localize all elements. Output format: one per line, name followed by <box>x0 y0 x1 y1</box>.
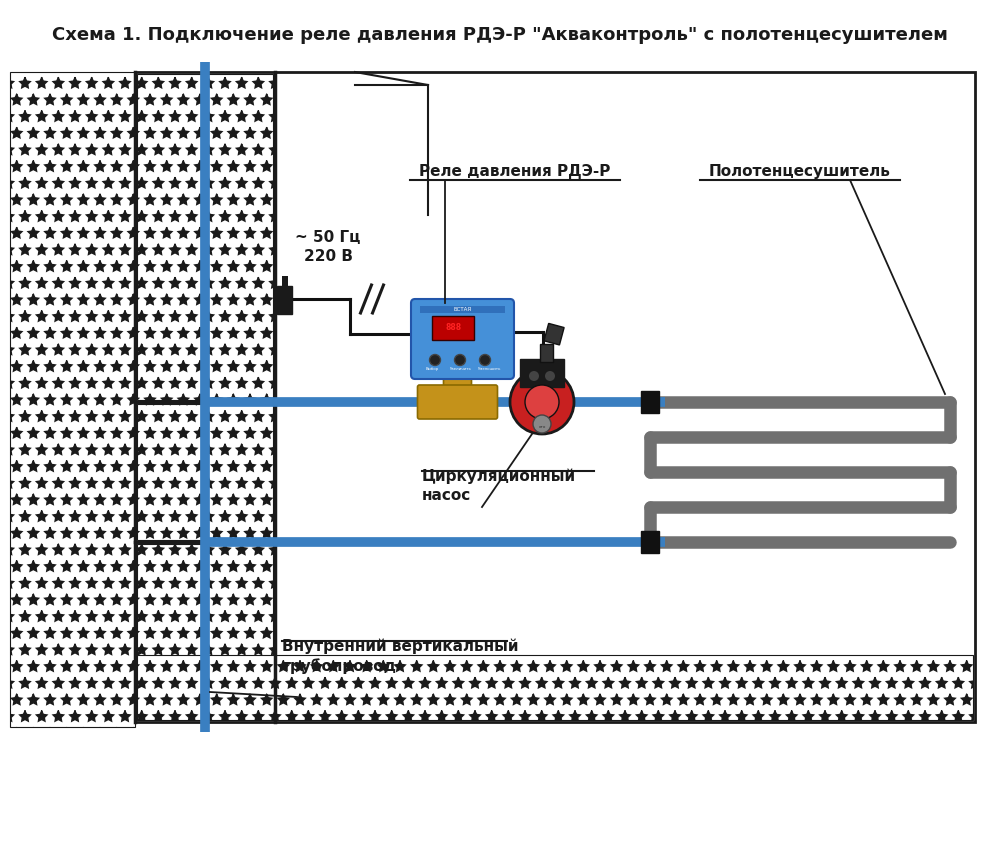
Bar <box>544 323 564 345</box>
Bar <box>432 316 474 340</box>
Bar <box>135 72 975 722</box>
Bar <box>137 544 273 720</box>
Text: ~ 50 Гц
220 В: ~ 50 Гц 220 В <box>295 230 361 265</box>
Bar <box>520 359 564 387</box>
Circle shape <box>480 355 491 365</box>
Circle shape <box>525 385 559 419</box>
Bar <box>137 74 273 400</box>
Text: БСТАЯ: БСТАЯ <box>453 307 472 312</box>
Bar <box>277 286 292 314</box>
Bar <box>10 72 135 727</box>
Circle shape <box>430 355 441 365</box>
Text: Выбор: Выбор <box>426 367 439 371</box>
Bar <box>282 276 288 286</box>
Bar <box>137 404 273 540</box>
Text: Уменьшить: Уменьшить <box>478 367 502 371</box>
Bar <box>540 344 553 362</box>
Circle shape <box>455 355 466 365</box>
Circle shape <box>529 371 539 381</box>
Text: Схема 1. Подключение реле давления РДЭ-Р "Акваконтроль" с полотенцесушителем: Схема 1. Подключение реле давления РДЭ-Р… <box>52 26 948 44</box>
Text: Полотенцесушитель: Полотенцесушитель <box>709 164 891 179</box>
FancyBboxPatch shape <box>418 385 498 419</box>
Text: Увеличить: Увеличить <box>450 367 472 371</box>
Circle shape <box>533 415 551 433</box>
Bar <box>641 531 659 553</box>
Circle shape <box>545 371 555 381</box>
Bar <box>420 306 505 313</box>
Bar <box>10 2 135 772</box>
Text: ото: ото <box>538 425 546 429</box>
Text: 888: 888 <box>445 323 462 333</box>
Text: Реле давления РДЭ-Р: Реле давления РДЭ-Р <box>419 164 611 179</box>
Circle shape <box>510 370 574 434</box>
FancyBboxPatch shape <box>444 373 472 412</box>
FancyBboxPatch shape <box>411 299 514 379</box>
Bar <box>137 655 973 720</box>
Bar <box>641 391 659 413</box>
Text: Циркуляционный
насос: Циркуляционный насос <box>422 469 576 503</box>
Text: Внутренний вертикальный
трубопровод: Внутренний вертикальный трубопровод <box>282 639 518 674</box>
